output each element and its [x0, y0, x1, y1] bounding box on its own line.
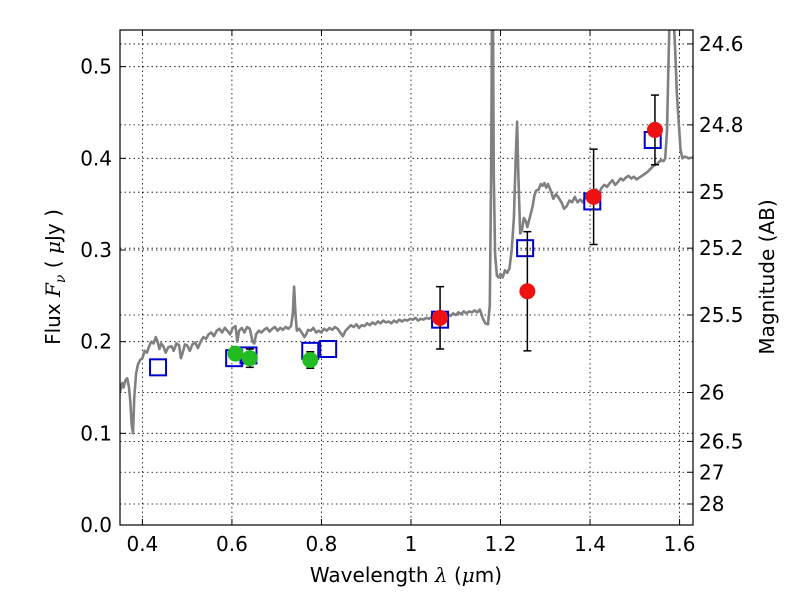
- x-axis-label: Wavelength λ (μm): [310, 563, 502, 587]
- x-tick-labels: 0.4 0.6 0.8 1 1.2 1.4 1.6: [126, 532, 695, 556]
- x-tick-label: 0.6: [216, 532, 248, 556]
- mag-tick-label: 25.5: [699, 303, 744, 327]
- x-tick-label: 1.4: [574, 532, 606, 556]
- y2-axis-label: Magnitude (AB): [755, 199, 779, 354]
- mag-tick-label: 28: [699, 492, 724, 516]
- mag-tick-label: 24.6: [699, 32, 744, 56]
- mag-tick-label: 25.2: [699, 236, 744, 260]
- y-tick-label: 0.2: [80, 330, 112, 354]
- x-tick-label: 0.8: [306, 532, 338, 556]
- observed-red-point: [432, 309, 449, 326]
- y-tick-label: 0.4: [80, 146, 112, 170]
- y-tick-label: 0.0: [80, 513, 112, 537]
- mag-tick-label: 26: [699, 381, 724, 405]
- observed-red-point: [519, 283, 536, 300]
- mag-tick-label: 27: [699, 460, 724, 484]
- model-photometry-square: [319, 340, 338, 358]
- model-photometry-square: [149, 358, 168, 377]
- observed-green-point: [302, 352, 319, 368]
- observed-green-point: [241, 350, 258, 367]
- mag-tick-label: 24.8: [699, 113, 744, 137]
- observed-green-point: [227, 345, 244, 362]
- x-tick-label: 1: [405, 532, 418, 556]
- x-tick-label: 0.4: [126, 532, 158, 556]
- x-tick-label: 1.2: [485, 532, 517, 556]
- x-tick-label: 1.6: [664, 532, 696, 556]
- model-spectrum-layer: [120, 30, 693, 435]
- magnitude-tick-labels: 24.6 24.8 25 25.2 25.5 26 26.5 27 28: [699, 32, 744, 516]
- y-axis-label: Flux Fν ( μJy ): [41, 209, 69, 345]
- grid-lines: [120, 30, 693, 526]
- y-tick-labels: 0.0 0.1 0.2 0.3 0.4 0.5: [80, 55, 112, 537]
- y-tick-label: 0.5: [80, 55, 112, 79]
- model-photometry-square: [516, 239, 535, 258]
- observed-red-point: [646, 121, 663, 138]
- axis-ticks: [120, 30, 693, 526]
- y-tick-label: 0.3: [80, 238, 112, 262]
- mag-tick-label: 25: [699, 180, 724, 204]
- model-spectrum-line: [120, 30, 693, 435]
- y-tick-label: 0.1: [80, 421, 112, 445]
- mag-tick-label: 26.5: [699, 429, 744, 453]
- plot-frame: [119, 29, 694, 526]
- observed-red-point: [585, 188, 602, 205]
- observed-photometry-layer: [227, 94, 663, 369]
- model-photometry-layer: [149, 131, 662, 377]
